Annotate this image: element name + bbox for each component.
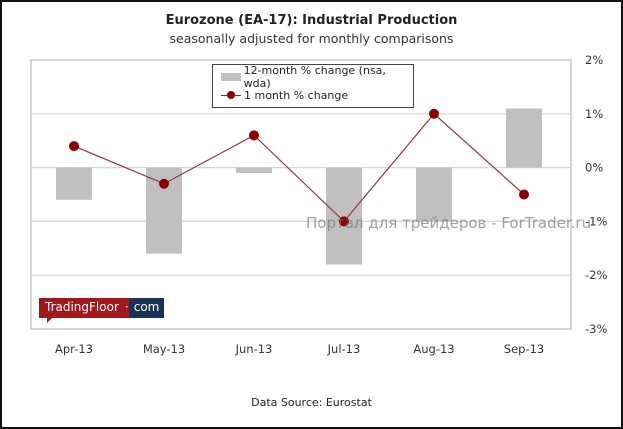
y-tick-label: 2% xyxy=(585,53,603,67)
line-point xyxy=(339,216,349,227)
data-source: Data Source: Eurostat xyxy=(251,396,372,409)
x-tick-label: Sep-13 xyxy=(504,342,544,356)
x-tick-label: Jun-13 xyxy=(235,342,273,356)
bar xyxy=(56,167,92,200)
logo-part2: com xyxy=(128,298,165,318)
tradingfloor-logo: TradingFloor · com xyxy=(39,298,165,323)
bar xyxy=(416,167,452,222)
legend-line-swatch xyxy=(221,90,241,99)
legend-bar-swatch xyxy=(221,73,241,81)
line-point xyxy=(69,141,79,152)
legend-item-line: 1 month % change xyxy=(221,87,348,103)
chart-title: Eurozone (EA-17): Industrial Production xyxy=(165,13,458,28)
x-tick-label: May-13 xyxy=(143,342,185,356)
legend: 12-month % change (nsa, wda) 1 month % c… xyxy=(212,64,414,108)
x-tick-label: Apr-13 xyxy=(55,342,93,356)
watermark: Портал для трейдеров - ForTrader.ru xyxy=(306,214,592,232)
y-tick-label: -3% xyxy=(585,322,607,336)
legend-label-line: 1 month % change xyxy=(244,88,349,102)
y-tick-label: -1% xyxy=(585,214,607,228)
y-tick-label: -2% xyxy=(585,268,607,282)
line-series xyxy=(73,112,525,223)
line-point xyxy=(249,130,259,141)
y-tick-label: 1% xyxy=(585,107,603,121)
bar xyxy=(506,108,542,168)
line-point xyxy=(159,178,169,189)
line-point xyxy=(429,108,439,119)
logo-dot: · xyxy=(124,298,129,318)
legend-label-bar: 12-month % change (nsa, wda) xyxy=(243,64,386,90)
line-point xyxy=(519,189,529,200)
x-tick-label: Jul-13 xyxy=(327,342,361,356)
chart-subtitle: seasonally adjusted for monthly comparis… xyxy=(169,31,454,46)
logo-part1: TradingFloor xyxy=(39,298,125,323)
y-tick-label: 0% xyxy=(585,161,603,175)
legend-item-bar: 12-month % change (nsa, wda) xyxy=(221,64,413,90)
bar xyxy=(326,167,362,265)
bar xyxy=(236,167,272,173)
x-tick-label: Aug-13 xyxy=(413,342,454,356)
